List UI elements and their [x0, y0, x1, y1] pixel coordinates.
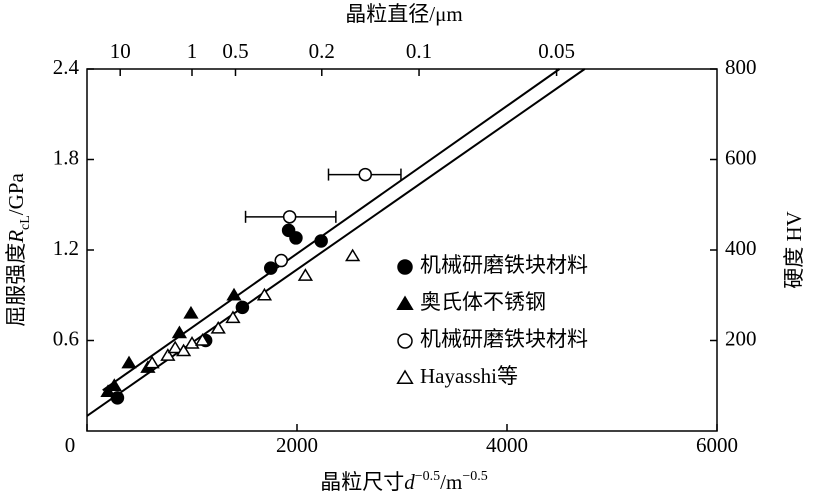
point [225, 310, 241, 324]
point [171, 325, 188, 339]
y-label-part: /GPa [4, 173, 28, 216]
point [167, 340, 183, 354]
point [358, 167, 372, 182]
point [256, 287, 273, 301]
legend-marker [396, 369, 414, 384]
y-label-part: cL [18, 215, 33, 230]
x-label-part: −0.5 [462, 469, 487, 484]
point [235, 300, 250, 315]
x2-tick-label: 10 [110, 39, 131, 63]
y2-axis-label: 硬度 HV [782, 211, 806, 289]
point [264, 261, 278, 275]
point [121, 355, 137, 369]
top-axis-title: 晶粒直径/μm [345, 2, 462, 26]
x-label-part: d [404, 470, 415, 494]
y-axis-label: 屈服强度RcL/GPa [4, 173, 33, 327]
y2-tick-label: 400 [725, 236, 757, 260]
x-label-part: −0.5 [415, 469, 440, 484]
y-label-part: 屈服强度 [4, 243, 28, 327]
x-tick-label: 2000 [276, 433, 318, 457]
x2-tick-label: 0.05 [538, 39, 575, 63]
point [226, 287, 242, 301]
x-tick-label: 0 [65, 433, 76, 457]
legend-marker [396, 295, 414, 310]
point [106, 378, 122, 391]
x-label-part: /m [440, 470, 462, 494]
x-tick-label: 4000 [486, 433, 528, 457]
x-tick-label: 6000 [696, 433, 738, 457]
legend-marker [397, 259, 413, 275]
y2-tick-label: 800 [725, 55, 757, 79]
y-tick-label: 0.6 [53, 326, 79, 350]
x2-tick-label: 0.1 [406, 39, 432, 63]
y-label-part: R [4, 230, 28, 244]
point [100, 384, 116, 398]
point [194, 333, 211, 346]
point [144, 355, 160, 369]
legend-label: 奥氏体不锈钢 [420, 290, 546, 314]
point [289, 231, 303, 245]
y-tick-label: 2.4 [53, 55, 80, 79]
x2-tick-label: 1 [187, 39, 198, 63]
point [282, 210, 297, 224]
x2-tick-label: 0.2 [309, 39, 335, 63]
point [297, 268, 314, 281]
point [274, 253, 288, 268]
legend-marker [397, 333, 413, 349]
x2-tick-label: 0.5 [222, 39, 248, 63]
y-tick-label: 1.8 [53, 145, 79, 169]
point [345, 248, 361, 262]
point [110, 391, 125, 405]
legend-label: Hayasshi等 [420, 364, 518, 388]
y-tick-label: 1.2 [53, 236, 79, 260]
x-label-part: 晶粒尺寸 [320, 470, 404, 494]
point [175, 343, 192, 357]
y2-tick-label: 200 [725, 326, 757, 350]
point [183, 305, 199, 319]
y2-tick-label: 600 [725, 145, 757, 169]
point [160, 348, 176, 361]
point [210, 320, 226, 334]
legend-label: 机械研磨铁块材料 [420, 253, 588, 277]
legend-label: 机械研磨铁块材料 [420, 327, 588, 351]
point [314, 234, 328, 248]
x-axis-label: 晶粒尺寸d−0.5/m−0.5 [320, 469, 487, 494]
